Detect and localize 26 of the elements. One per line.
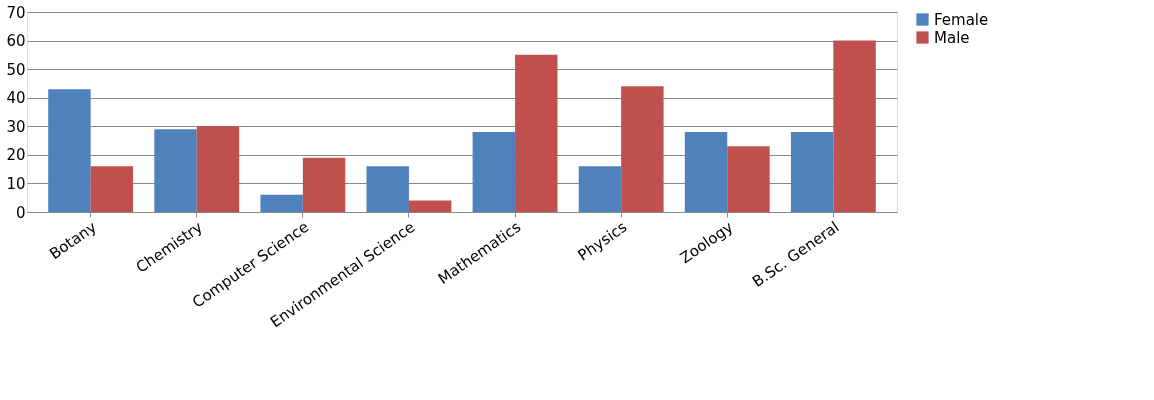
bar bbox=[472, 132, 516, 212]
bar bbox=[48, 89, 91, 212]
y-tick-label: 20 bbox=[6, 146, 26, 165]
y-tick-label: 70 bbox=[6, 3, 26, 22]
bar bbox=[302, 157, 346, 212]
bar bbox=[196, 126, 240, 212]
bar bbox=[790, 132, 834, 212]
bar bbox=[90, 166, 134, 212]
legend-label: Male bbox=[934, 28, 970, 47]
bar bbox=[684, 132, 728, 212]
legend-label: Female bbox=[934, 10, 989, 29]
bar bbox=[833, 40, 876, 212]
y-tick-label: 50 bbox=[6, 60, 26, 79]
bar bbox=[515, 54, 558, 212]
y-tick-label: 30 bbox=[6, 117, 26, 136]
bar bbox=[727, 146, 770, 212]
bar bbox=[154, 129, 197, 212]
bar bbox=[366, 166, 409, 212]
y-tick-label: 60 bbox=[6, 32, 26, 51]
y-tick-label: 40 bbox=[6, 89, 26, 108]
bar bbox=[578, 166, 622, 212]
bar bbox=[621, 86, 664, 212]
bar bbox=[408, 200, 452, 212]
bar bbox=[260, 194, 303, 212]
y-tick-label: 0 bbox=[15, 203, 26, 222]
y-tick-label: 10 bbox=[6, 174, 26, 193]
